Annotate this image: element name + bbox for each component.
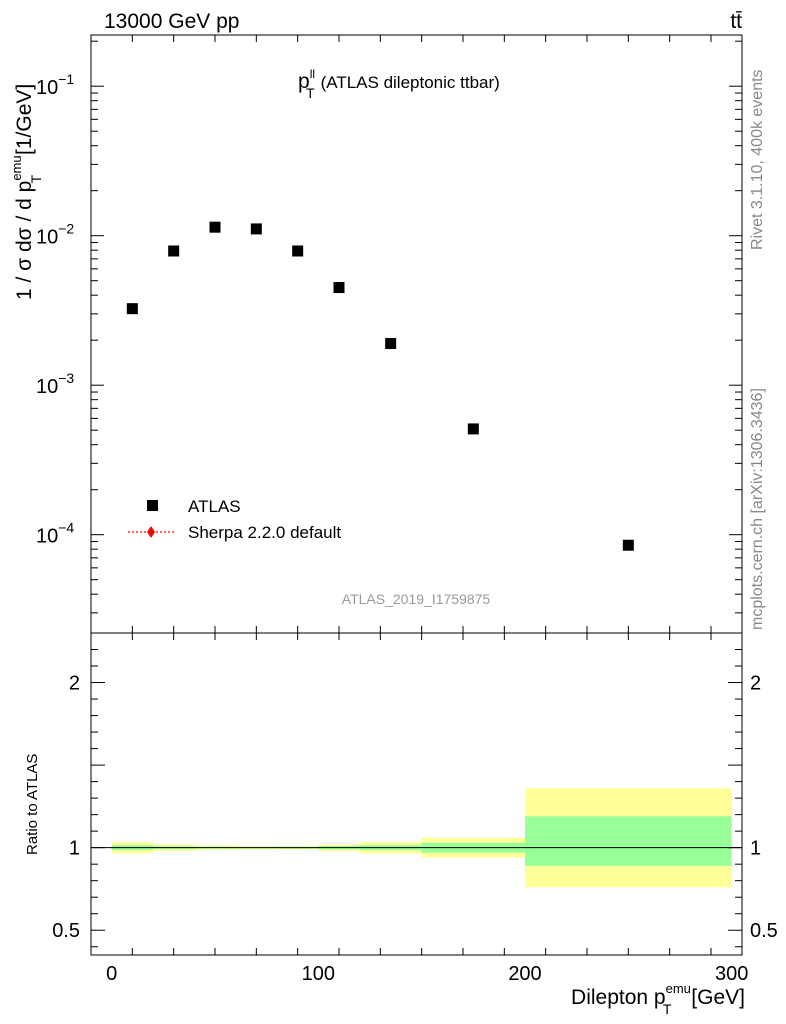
ratio-y-tick-label-right: 1 [750,838,761,860]
x-axis-label: Dilepton pemu T [GeV] [571,981,745,1017]
ratio-y-tick-label-right: 0.5 [750,920,778,942]
title-text: (ATLAS dileptonic ttbar) [321,73,500,92]
y-tick-label: 10−2 [36,221,74,249]
ratio-panel: 0 100 200 3000.5 0.51 12 2 Ratio to ATLAS [24,632,778,985]
data-point [622,539,634,551]
main-panel: pll T (ATLAS dileptonic ttbar) ATLAS_2019_… [9,34,743,634]
y-tick-label: 10−3 [36,370,74,398]
data-point [126,303,138,315]
ratio-uncertainty-bands [111,788,732,888]
y-tick-label: 10−1 [36,71,74,99]
plot-title: pll T (ATLAS dileptonic ttbar) [298,67,500,101]
mcplots-label: mcplots.cern.ch [arXiv:1306.3436] [749,388,766,630]
data-points [126,221,634,551]
y-tick-label-base: 10 [36,227,58,249]
title-symbol: p [298,70,310,93]
x-tick-label: 100 [302,963,335,985]
legend-marker-sherpa [147,526,155,538]
beam-energy-label: 13000 GeV pp [104,10,239,33]
ratio-axis-label: Ratio to ATLAS [24,754,41,855]
x-axis-label-prefix: Dilepton p [571,986,666,1009]
data-point [385,338,397,350]
ratio-y-tick-label-right: 2 [750,673,761,695]
x-tick-label: 300 [715,963,748,985]
y-axis-label: 1 / σ dσ / d pemu T [1/GeV] [9,84,44,300]
title-symbol-sub: T [306,85,315,101]
data-point [333,282,345,294]
data-point [209,221,221,233]
y-axis-label-suffix: [1/GeV] [13,84,36,161]
y-axis-label-sup: emu [9,155,24,180]
main-plot-frame [90,34,743,634]
ratio-axis-ticks: 0 100 200 3000.5 0.51 12 2 [52,632,778,985]
x-tick-label: 0 [106,963,117,985]
x-axis-label-sup: emu [666,981,691,996]
legend: ATLAS Sherpa 2.2.0 default [128,497,341,542]
x-axis-label-sub: T [663,1001,672,1017]
ratio-y-tick-label-left: 1 [69,838,80,860]
ratio-stat-band [525,816,732,866]
title-symbol-sup: ll [310,67,315,81]
y-tick-label-exp: −1 [58,71,74,87]
x-tick-label: 200 [508,963,541,985]
analysis-id-label: ATLAS_2019_I1759875 [342,591,491,607]
data-point [250,223,262,235]
y-tick-label-exp: −2 [58,221,74,237]
y-tick-label: 10−4 [36,520,74,548]
x-axis-label-suffix: [GeV] [685,986,745,1009]
y-tick-label-base: 10 [36,77,58,99]
data-point [292,245,304,257]
y-axis-label-prefix: 1 / σ dσ / d p [13,181,36,300]
y-tick-label-exp: −3 [58,370,74,386]
y-tick-label-base: 10 [36,376,58,398]
y-axis-label-sub: T [28,174,44,183]
data-point [467,423,479,435]
ratio-y-tick-label-left: 0.5 [52,920,80,942]
y-tick-label-base: 10 [36,526,58,548]
legend-marker-atlas [147,500,158,511]
data-point [168,245,180,257]
rivet-version-label: Rivet 3.1.10, 400k events [749,69,766,250]
legend-label-sherpa: Sherpa 2.2.0 default [188,523,341,542]
ratio-y-tick-label-left: 2 [69,673,80,695]
process-label: tt̄ [730,10,742,33]
y-tick-label-exp: −4 [58,520,74,536]
ratio-plot-frame [90,632,743,956]
legend-label-atlas: ATLAS [188,497,241,516]
main-axis-ticks: 10−110−210−310−4 [36,35,742,633]
